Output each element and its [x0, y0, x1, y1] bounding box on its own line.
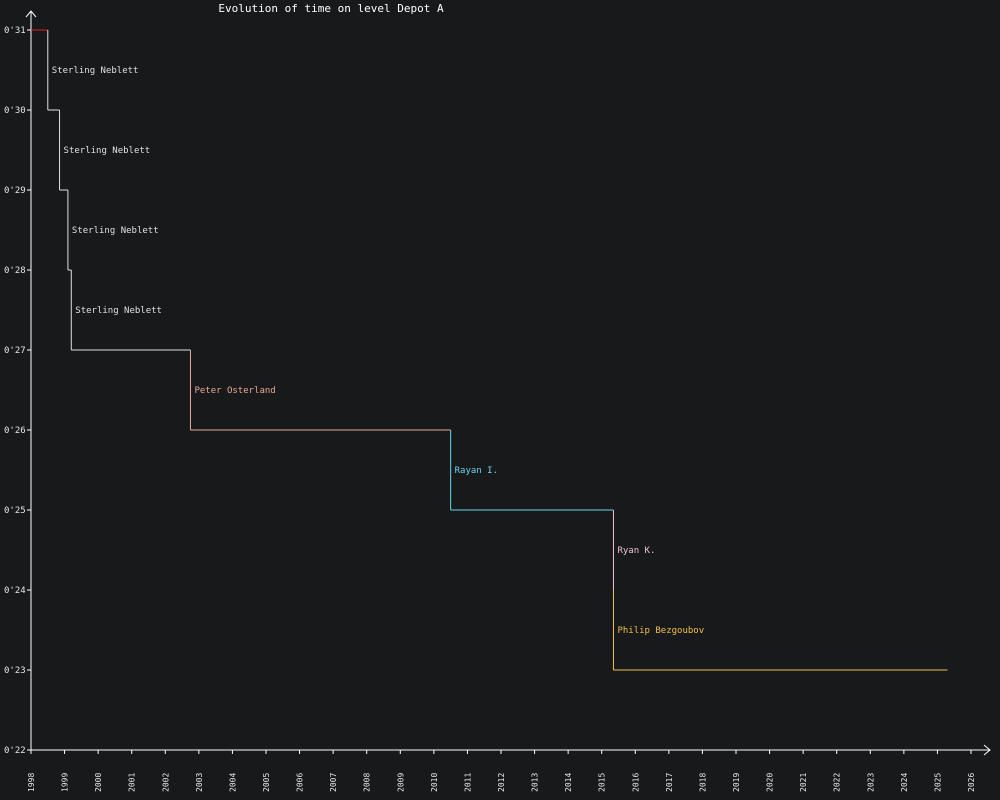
record-holder-label: Rayan I.: [455, 466, 498, 476]
y-tick-label: 0'30: [4, 106, 26, 116]
x-tick-label: 2014: [564, 773, 573, 792]
y-tick-label: 0'23: [4, 666, 26, 676]
x-tick-label: 2019: [732, 773, 741, 792]
y-tick-label: 0'24: [4, 586, 26, 596]
x-tick-label: 2012: [497, 773, 506, 792]
x-tick-label: 2026: [967, 773, 976, 792]
x-tick-label: 2011: [463, 773, 472, 792]
y-tick-label: 0'27: [4, 346, 26, 356]
x-tick-label: 2006: [296, 773, 305, 792]
x-tick-label: 2007: [329, 773, 338, 792]
x-tick-label: 2002: [161, 773, 170, 792]
chart-title: Evolution of time on level Depot A: [218, 2, 444, 15]
y-tick-label: 0'29: [4, 186, 26, 196]
x-tick-label: 2000: [94, 773, 103, 792]
x-tick-label: 2023: [866, 773, 875, 792]
x-tick-label: 2008: [363, 773, 372, 792]
x-tick-label: 2024: [900, 773, 909, 792]
axes: [25, 10, 991, 756]
y-tick-label: 0'26: [4, 426, 26, 436]
x-tick-label: 2018: [698, 773, 707, 792]
record-holder-label: Sterling Neblett: [72, 226, 159, 236]
x-tick-label: 2009: [396, 773, 405, 792]
x-tick-label: 2003: [195, 773, 204, 792]
record-labels: Sterling Neblett Sterling Neblett Sterling…: [52, 66, 704, 636]
x-tick-label: 2017: [665, 773, 674, 792]
x-tick-label: 2010: [430, 773, 439, 792]
record-holder-label: Peter Osterland: [194, 386, 275, 396]
y-tick-label: 0'31: [4, 26, 26, 36]
x-tick-label: 2004: [228, 773, 237, 792]
record-holder-label: Sterling Neblett: [75, 306, 162, 316]
x-axis-arrow-icon: [983, 744, 991, 756]
record-holder-label: Sterling Neblett: [52, 66, 139, 76]
record-holder-label: Philip Bezgoubov: [617, 626, 704, 636]
x-tick-label: 2005: [262, 773, 271, 792]
x-tick-label: 1998: [27, 773, 36, 792]
record-series: [31, 29, 948, 671]
y-axis-arrow-icon: [25, 10, 37, 18]
x-tick-label: 2015: [598, 773, 607, 792]
y-ticks: 0'31 0'30 0'29 0'28 0'27 0'26 0'25 0'24 0'23 0'22: [4, 26, 31, 756]
x-ticks: 1998 1999 2000 2001 2002 2003 2004 2005 2006 2007…: [27, 750, 976, 792]
y-tick-label: 0'25: [4, 506, 26, 516]
x-tick-label: 2016: [631, 773, 640, 792]
x-tick-label: 2022: [833, 773, 842, 792]
record-holder-label: Sterling Neblett: [64, 146, 151, 156]
x-tick-label: 2025: [933, 773, 942, 792]
record-holder-label: Ryan K.: [617, 546, 655, 556]
x-tick-label: 2001: [128, 773, 137, 792]
x-tick-label: 2021: [799, 773, 808, 792]
y-tick-label: 0'28: [4, 266, 26, 276]
y-tick-label: 0'22: [4, 746, 26, 756]
x-tick-label: 1999: [61, 773, 70, 792]
x-tick-label: 2020: [766, 773, 775, 792]
x-tick-label: 2013: [531, 773, 540, 792]
